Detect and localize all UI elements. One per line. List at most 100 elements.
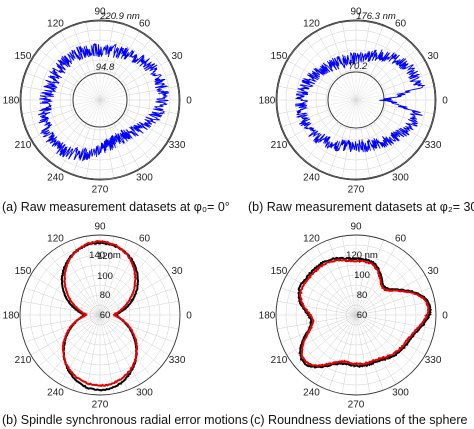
plot-d-grid-spoke [341,236,357,316]
plot-a-inner-spoke [79,82,101,101]
plot-d-grid-spoke [355,314,397,385]
plot-c-grid-spoke [99,314,141,385]
plot-a-inner-spoke [99,95,127,101]
plot-c-angle-tick-label: 120 [47,233,64,244]
plot-d-angle-tick-label: 90 [350,222,362,233]
plot-c-grid-spoke [59,245,101,316]
plot-d-grid-spoke [277,314,357,330]
plot-d-grid-spoke [355,314,426,356]
plot-b-angle-tick-label: 330 [425,140,442,151]
plot-d-angle-tick-label: 150 [271,266,288,277]
plot-a-inner-spoke [99,99,127,105]
plot-d-angle-tick-label: 300 [392,388,409,399]
plot-d-series-red [298,258,430,368]
plot-c-grid-spoke [99,287,176,316]
plot-c-grid-spoke [99,300,179,316]
plot-d-grid-spoke [341,314,357,394]
plot-a-inner-spoke [90,74,101,101]
plot-b-inner-spoke [329,90,357,101]
plot-b-outer-ring [275,19,437,181]
plot-c-radial-label: 60 [100,310,111,321]
plot-a-inner-spoke [79,99,101,118]
caption-a: (a) Raw measurement datasets at φ₀= 0° [2,200,230,214]
plot-a-angle-tick-label: 120 [47,18,64,29]
plot-a-inner-spoke [99,90,126,101]
plot-b-angle-tick-label: 150 [271,51,288,62]
caption-d: (c) Roundness deviations of the sphere [250,413,468,427]
plot-c-angle-tick-label: 240 [47,388,64,399]
plot-a-angle-tick-label: 90 [94,7,106,18]
plot-a-series-line [38,43,170,162]
plot-c-grid-spoke [99,245,141,316]
plot-a-inner-spoke [99,79,118,101]
plot-a-angle-tick-label: 30 [172,51,184,62]
plot-b-angle-tick-label: 300 [392,173,409,184]
plot-d-grid-spoke [280,314,357,343]
plot-a-inner-spoke [99,73,105,101]
plot-c-grid-spoke [85,314,101,394]
plot-b-inner-spoke [355,72,362,101]
plot-d-grid-spoke [328,314,357,391]
plot-a-angle-tick-label: 210 [15,140,32,151]
plot-b-inner-spoke [355,99,371,125]
plot-c-outer-ring [19,234,181,396]
plot-c-angle-tick-label: 210 [15,355,32,366]
plot-c-grid-spoke [99,314,162,367]
plot-b-inner-spoke [355,73,366,101]
plot-d-grid-spoke [286,274,357,316]
plot-d-outer-ring [275,234,437,396]
plot-a-inner-spoke [99,99,105,127]
plot-a-inner-spoke [73,95,101,101]
plot-d-grid-spoke [355,314,418,367]
plot-a-angle-tick-label: 240 [47,173,64,184]
plot-c-angle-tick-label: 150 [15,266,32,277]
plot-d-grid-spoke [355,287,432,316]
plot-d-grid-spoke [280,287,357,316]
plot-d-angle-tick-label: 330 [425,355,442,366]
plot-b-inner-spoke [350,99,357,128]
plot-a-angle-tick-label: 180 [3,96,20,107]
plot-c-angle-tick-label: 330 [169,355,186,366]
plot-b-inner-spoke [329,99,357,110]
plot-b-inner-spoke [328,99,357,106]
plot-b-inner-spoke [346,73,357,101]
plot-a-inner-spoke [76,99,101,114]
plot-c-angle-tick-label: 60 [139,233,151,244]
plot-b-inner-spoke [337,99,357,122]
plot-d-angle-tick-label: 210 [271,355,288,366]
plot-d-grid-spoke [355,236,371,316]
plot-d-radial-label: 120 nm [346,250,378,261]
plot-d-grid-spoke [328,239,357,316]
plot-b-series-line [294,49,426,153]
plot-b-angle-tick-label: 120 [303,18,320,29]
plot-d-angle-tick-label: 240 [303,388,320,399]
plot-a-inner-spoke [74,90,101,101]
plot-c-grid-spoke [24,287,101,316]
plot-c-radial-label: 120 [97,251,113,262]
plot-d-grid-spoke [355,274,426,316]
plot-a-inner-spoke [99,99,118,121]
plot-b-inner-spoke [331,85,357,101]
plot-b-inner-spoke [334,81,357,101]
plot-b-inner-spoke [337,78,357,101]
plot-a-angle-tick-label: 0 [186,96,192,107]
plot-a-inner-spoke [99,99,124,114]
plot-b-inner-spoke [341,99,357,125]
plot-c-grid-spoke [99,314,176,343]
plot-d-grid-spoke [355,314,371,394]
plot-d-grid-spoke [294,263,357,316]
plot-d-grid-spoke [355,239,384,316]
plot-b-inner-spoke [355,85,381,101]
plot-a-inner-spoke [73,99,101,105]
plot-b-angle-tick-label: 0 [442,96,448,107]
plot-a-inner-spoke [99,99,126,110]
plot-b-inner-spoke [355,90,383,101]
plot-d-grid-spoke [355,245,397,316]
caption-b: (b) Raw measurement datasets at φ₂= 30° [248,200,474,214]
plot-c-grid-spoke [99,314,115,394]
plot-d-radial-label: 100 [354,270,370,281]
plot-a-inner-spoke [95,73,101,101]
